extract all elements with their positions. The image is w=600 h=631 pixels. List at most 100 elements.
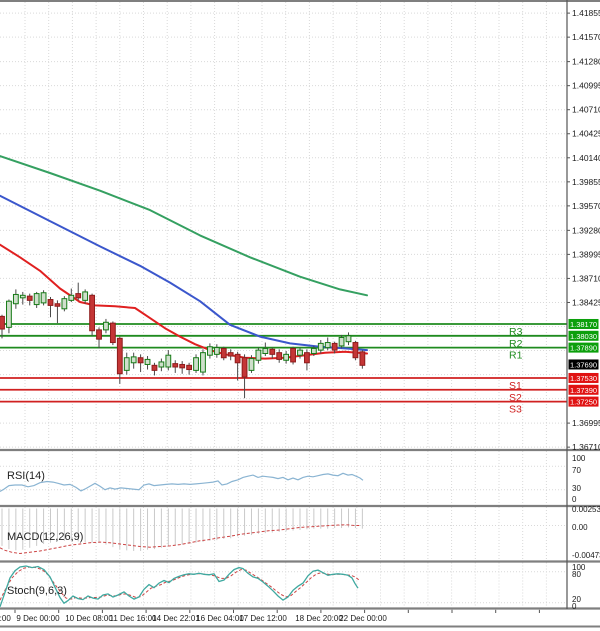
rsi-indicator-label: RSI(14) [7,470,45,482]
price-tick-label: 1.40710 [572,105,600,115]
rsi-line [0,472,364,493]
price-badge-text-R1: 1.37890 [570,344,597,353]
candle [331,341,338,354]
candle-body-down [151,364,158,371]
candle-body-down [47,299,54,306]
candle-body-up [165,354,172,368]
price-tick-label: 1.41855 [572,8,600,18]
price-tick-label: 1.36710 [572,442,600,452]
candle-body-up [297,349,303,356]
candle-body-down [290,347,296,363]
candle-body-down [116,337,123,375]
candle-body-up [255,349,262,361]
candle-body-down [54,303,61,307]
candle [26,293,33,306]
candle [130,352,137,369]
candle [103,318,109,334]
candle-body-up [158,361,165,368]
candle [220,346,227,361]
gridlines-layer [0,2,567,608]
price-badge-text-R2: 1.38030 [570,332,597,341]
candle-body-up [283,353,290,361]
candle-body-down [269,348,276,355]
stoch-scale-label: 0 [572,602,577,611]
candle [68,288,75,303]
candle [33,291,40,308]
macd-layer [0,508,363,555]
candle-body-up [207,346,213,356]
candle [310,345,317,357]
candle [12,289,19,309]
candle-body-down [96,329,102,340]
candle-body-up [103,321,109,331]
candle-body-down [186,364,193,371]
candle-body-up [324,342,331,349]
candle-body-down [234,353,241,364]
price-badge-text-S3: 1.37250 [570,398,597,407]
candle [40,290,47,306]
candle-body-up [317,342,324,351]
candle-body-down [89,294,95,332]
candle-body-down [304,352,310,364]
candles-layer [0,282,366,399]
candle-body-up [200,352,206,373]
candle-body-up [40,292,47,304]
price-axis[interactable]: 1.41855 1.41570 1.41280 1.40995 1.40710 1.404… [567,8,600,452]
candle [352,340,359,361]
candle-body-down [109,322,116,344]
candle [109,321,116,346]
stoch-indicator-label: Stoch(9,6,3) [7,585,67,597]
candle [186,362,193,375]
candle [6,299,12,334]
price-badge-S3 [568,396,599,407]
price-badge-R1 [568,342,599,353]
price-badges-layer: 1.38170 1.38030 1.37890 1.37690 1.37530 1.373… [568,318,599,407]
price-tick-label: 1.38710 [572,273,600,283]
rsi-scale-label: 100 [572,454,586,463]
candle [269,347,276,359]
candle [304,349,310,371]
candle-body-down [331,342,338,351]
macd-signal-line [0,524,360,555]
stoch-scale-label: 100 [572,563,586,572]
support-label-s3: S3 [509,404,522,416]
candle [144,356,151,370]
candle [324,337,331,351]
moving-averages-layer [0,155,368,360]
candle-body-down [241,357,248,378]
candle [137,354,144,373]
price-tick-label: 1.39855 [572,177,600,187]
candle-body-up [68,294,75,301]
candle-body-down [227,352,234,357]
candle-body-down [75,293,82,299]
price-tick-label: 1.40995 [572,81,600,91]
candle-body-up [262,347,269,355]
candle [227,349,234,361]
candle [75,282,82,301]
ma-short-line [0,243,368,360]
rsi-scale-label: 70 [572,466,581,475]
time-tick-label: 16 Dec 04:00 [196,614,244,623]
price-tick-label: 1.41570 [572,32,600,42]
candle [61,296,68,312]
price-badge-R3 [568,318,599,329]
candle-body-up [144,358,151,365]
candle-body-up [61,298,68,310]
time-tick-label: 0:00 [0,614,11,623]
price-badge-text-last-price: 1.37690 [570,360,597,369]
candle-body-up [193,357,199,371]
candle [290,346,296,365]
price-badge-text-S1: 1.37530 [570,374,597,383]
candle-body-up [310,347,317,355]
resistance-label-r1: R1 [509,350,523,362]
time-tick-label: 18 Dec 20:00 [295,614,343,623]
price-tick-label: 1.38995 [572,249,600,259]
candle-body-up [123,357,130,371]
candle [165,350,172,371]
candle-body-up [12,293,19,305]
